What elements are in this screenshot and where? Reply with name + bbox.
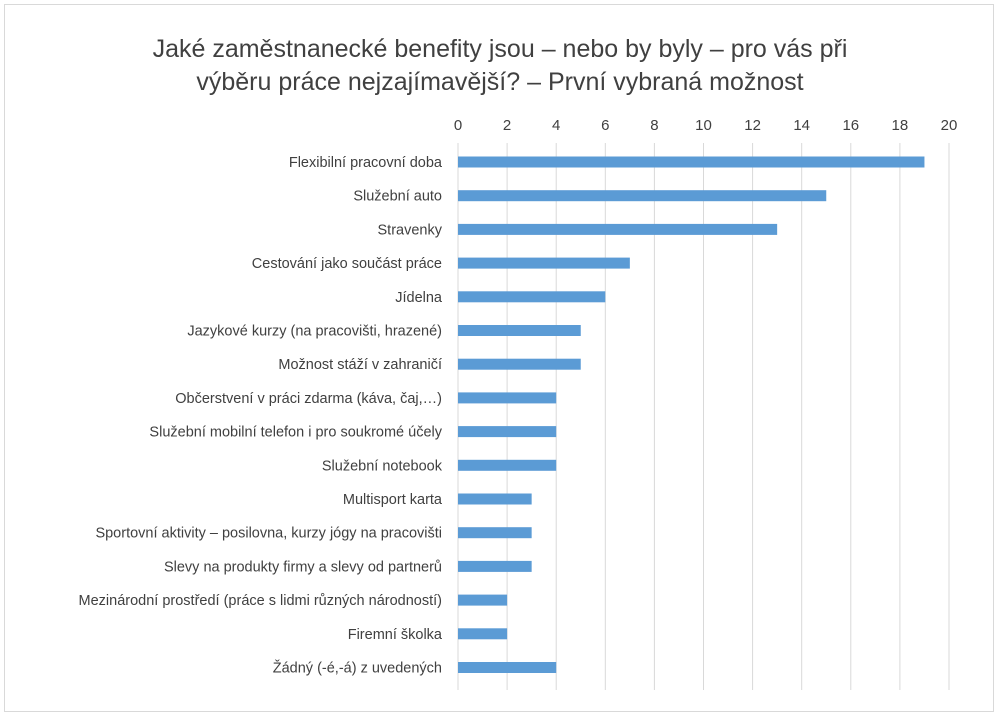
bar [458, 662, 557, 673]
bar [458, 358, 581, 370]
x-tick-label: 14 [793, 117, 810, 134]
chart-title-line-1: Jaké zaměstnanecké benefity jsou – nebo … [152, 35, 848, 63]
x-tick-label: 18 [892, 117, 909, 134]
chart-title-line-2: výběru práce nejzajímavější? – První vyb… [196, 68, 804, 96]
category-label: Služební auto [353, 189, 442, 205]
category-label: Multisport karta [343, 492, 443, 508]
bar [458, 190, 827, 202]
bar [458, 291, 606, 303]
bar [458, 560, 532, 572]
category-label: Možnost stáží v zahraničí [278, 357, 442, 373]
x-tick-label: 20 [941, 117, 958, 134]
bar [458, 628, 508, 640]
category-label: Sportovní aktivity – posilovna, kurzy jó… [95, 526, 442, 542]
x-tick-label: 10 [695, 117, 712, 134]
bar [458, 594, 508, 606]
category-label: Flexibilní pracovní doba [289, 155, 443, 171]
category-label: Mezinárodní prostředí (práce s lidmi růz… [79, 593, 442, 609]
bar-chart: 0 2 4 6 8 10 12 14 16 18 20 Flexibilní pracovní dob… [79, 117, 958, 690]
x-tick-label: 16 [842, 117, 859, 134]
category-label: Žádný (-é,-á) z uvedených [273, 660, 442, 677]
bar [458, 459, 557, 471]
chart-area: Jaké zaměstnanecké benefity jsou – nebo … [4, 4, 994, 712]
category-label: Služební mobilní telefon i pro soukromé … [149, 425, 442, 441]
category-label: Jazykové kurzy (na pracovišti, hrazené) [187, 324, 442, 340]
x-tick-label: 4 [552, 117, 560, 134]
category-label: Jídelna [395, 290, 443, 306]
bar [458, 257, 630, 269]
x-tick-label: 8 [650, 117, 658, 134]
bar [458, 426, 557, 438]
category-label: Cestování jako součást práce [252, 256, 442, 272]
bar [458, 156, 925, 168]
bar [458, 392, 557, 404]
chart-title: Jaké zaměstnanecké benefity jsou – nebo … [5, 33, 995, 99]
category-label: Slevy na produkty firmy a slevy od partn… [164, 559, 442, 575]
bar [458, 223, 778, 235]
x-tick-label: 12 [744, 117, 761, 134]
category-label: Služební notebook [322, 458, 443, 474]
bar [458, 493, 532, 505]
x-tick-label: 6 [601, 117, 609, 134]
x-tick-label: 0 [454, 117, 462, 134]
category-label: Občerstvení v práci zdarma (káva, čaj,…) [175, 391, 442, 407]
x-tick-label: 2 [503, 117, 511, 134]
bar [458, 527, 532, 539]
category-label: Firemní školka [348, 627, 443, 643]
bar [458, 325, 581, 336]
category-label: Stravenky [378, 222, 443, 238]
